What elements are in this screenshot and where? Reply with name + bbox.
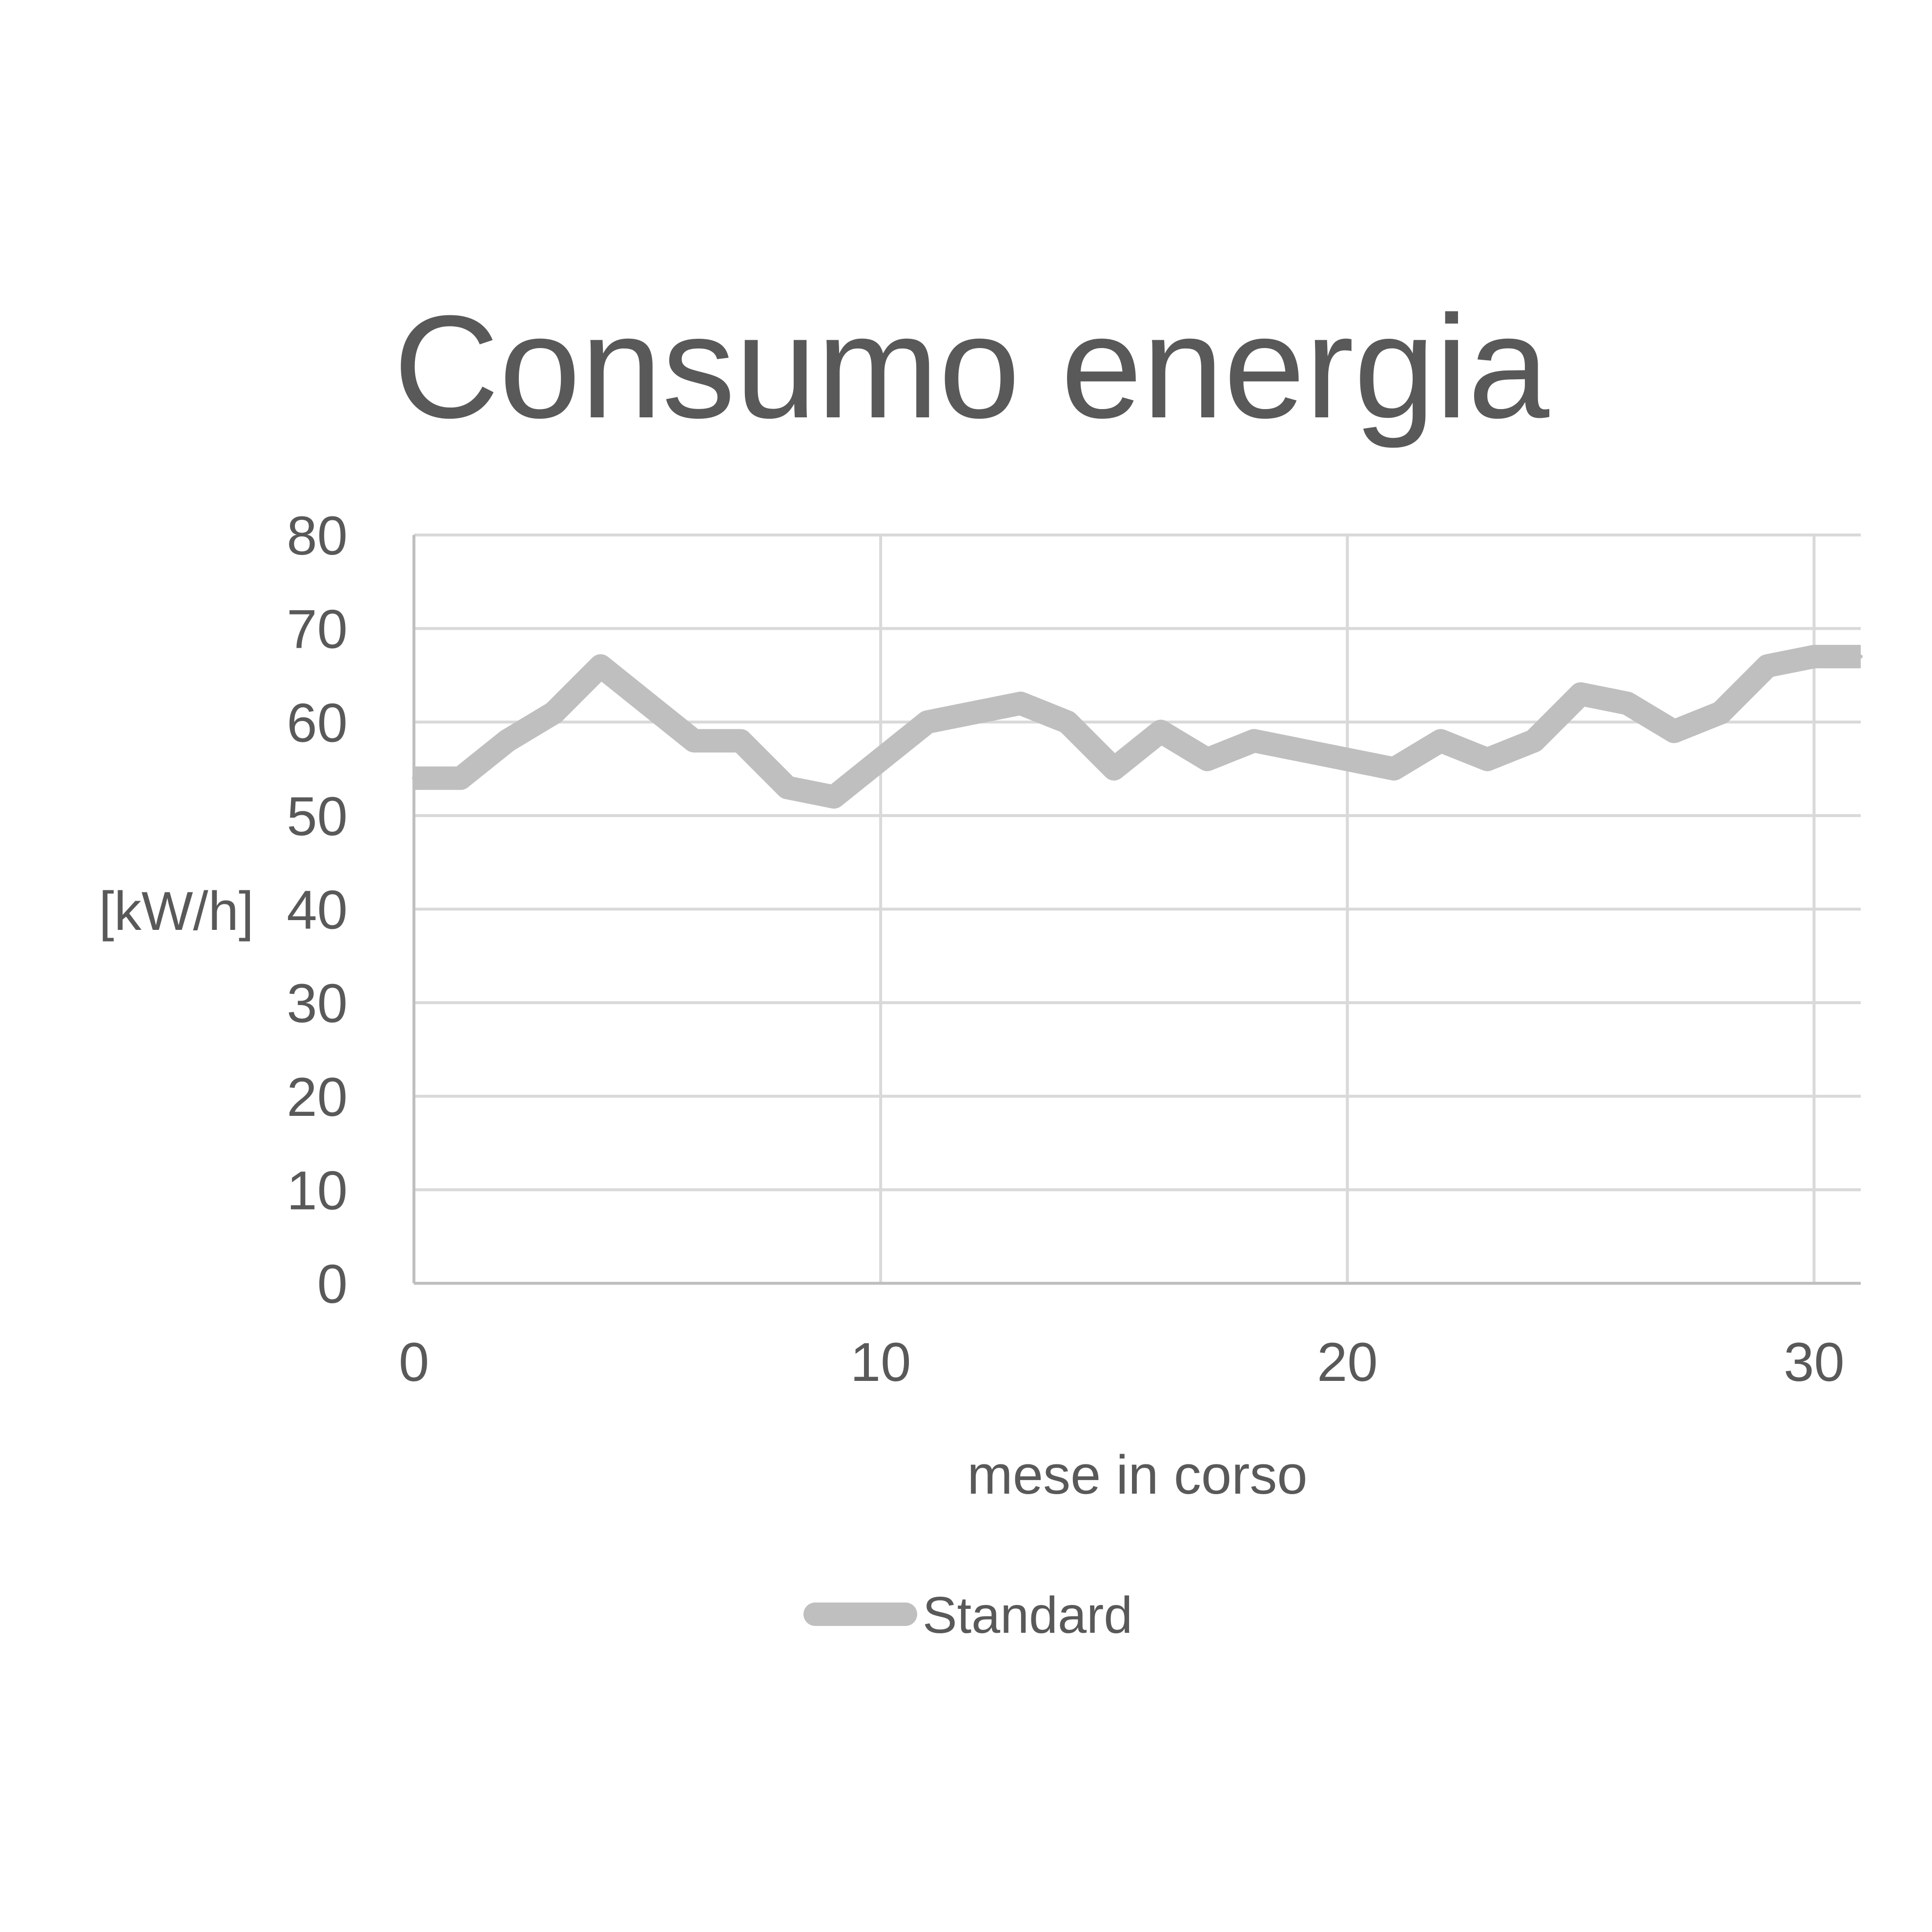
data-point [645, 701, 650, 705]
data-point [692, 739, 696, 743]
data-point [1532, 739, 1536, 743]
data-point [1205, 757, 1210, 761]
data-point [552, 711, 556, 715]
grid [414, 534, 1861, 1283]
axes [412, 535, 1861, 1285]
data-point [879, 757, 883, 761]
x-tick-label-30: 30 [1784, 1332, 1845, 1393]
data-point [1579, 692, 1583, 696]
tick-labels: 0 10 20 30 40 50 60 70 80 0 10 20 30 [287, 505, 1844, 1393]
data-point [1345, 757, 1350, 761]
x-tick-label-20: 20 [1317, 1332, 1378, 1393]
y-tick-label-30: 30 [287, 973, 348, 1034]
data-point [1158, 729, 1163, 734]
x-tick-label-10: 10 [850, 1332, 911, 1393]
data-point [1719, 711, 1723, 715]
data-point [1672, 729, 1676, 734]
data-point [739, 739, 743, 743]
data-point [832, 795, 836, 799]
data-point [1625, 701, 1629, 705]
data-point [1112, 767, 1116, 771]
data-point [972, 711, 976, 715]
data-point [1439, 739, 1443, 743]
data-point [412, 776, 416, 781]
data-point [1298, 748, 1303, 752]
data-point [785, 785, 789, 790]
y-tick-label-10: 10 [287, 1160, 348, 1221]
data-point [1765, 664, 1769, 668]
y-axis-label: [kW/h] [99, 881, 254, 942]
x-axis-label: mese in corso [967, 1444, 1307, 1505]
y-tick-label-80: 80 [287, 505, 348, 566]
data-point [1859, 655, 1863, 659]
data-point [1485, 757, 1490, 761]
data-point [1065, 720, 1069, 724]
data-point [505, 739, 510, 743]
data-point [925, 720, 929, 724]
data-point [1812, 655, 1816, 659]
x-tick-label-0: 0 [399, 1332, 429, 1393]
data-point [1018, 701, 1023, 705]
data-point [1392, 767, 1396, 771]
y-tick-label-70: 70 [287, 599, 348, 660]
legend: Standard [803, 1586, 1132, 1644]
y-tick-label-0: 0 [317, 1254, 348, 1315]
y-tick-label-60: 60 [287, 692, 348, 753]
legend-label-standard: Standard [923, 1586, 1132, 1644]
y-tick-label-20: 20 [287, 1067, 348, 1128]
data-point [458, 776, 463, 781]
series-line-standard [414, 645, 1861, 809]
chart-title: Consumo energia [393, 285, 1550, 450]
data-point [598, 664, 603, 668]
series [412, 645, 1863, 809]
y-tick-label-40: 40 [287, 880, 348, 941]
y-tick-label-50: 50 [287, 786, 348, 847]
data-point [1252, 739, 1256, 743]
